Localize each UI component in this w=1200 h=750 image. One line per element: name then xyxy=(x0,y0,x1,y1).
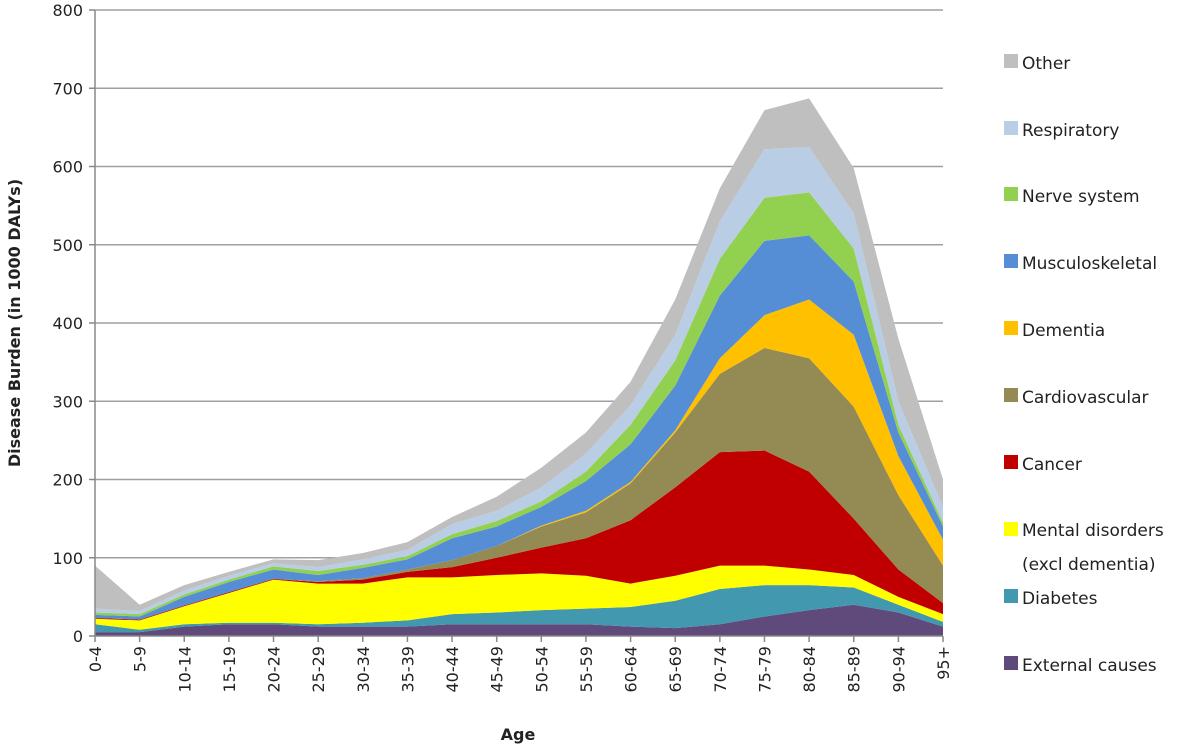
area-cancer xyxy=(95,450,943,621)
area-musculoskeletal xyxy=(95,235,943,620)
x-tick-label: 50-54 xyxy=(532,646,551,693)
x-tick-label: 90-94 xyxy=(889,646,908,693)
x-tick-label: 60-64 xyxy=(622,646,641,693)
legend-swatch xyxy=(1004,589,1018,603)
legend-label: External causes xyxy=(1022,656,1157,676)
legend-label: Dementia xyxy=(1022,321,1105,341)
legend-label: Diabetes xyxy=(1022,589,1098,609)
x-tick-label: 25-29 xyxy=(309,646,328,693)
legend-swatch xyxy=(1004,121,1018,135)
legend-item: Dementia xyxy=(1004,321,1105,341)
x-tick-label: 30-34 xyxy=(354,646,373,693)
x-tick-label: 35-39 xyxy=(398,646,417,693)
x-tick-label: 15-19 xyxy=(220,646,239,693)
legend-swatch xyxy=(1004,187,1018,201)
x-tick-label: 0-4 xyxy=(86,646,105,672)
y-tick-label: 600 xyxy=(52,158,83,177)
legend-label: Cardiovascular xyxy=(1022,388,1148,408)
legend-swatch xyxy=(1004,388,1018,402)
x-tick-label: 70-74 xyxy=(711,646,730,693)
x-axis-label: Age xyxy=(501,725,536,744)
legend-label: Other xyxy=(1022,54,1070,74)
x-tick-label: 95+ xyxy=(934,646,953,680)
x-tick-label: 65-69 xyxy=(666,646,685,693)
y-tick-label: 500 xyxy=(52,236,83,255)
y-tick-label: 400 xyxy=(52,314,83,333)
x-tick-label: 20-24 xyxy=(265,646,284,693)
x-tick-label: 85-89 xyxy=(845,646,864,693)
x-tick-label: 55-59 xyxy=(577,646,596,693)
legend-item: Diabetes xyxy=(1004,589,1098,609)
y-tick-label: 300 xyxy=(52,392,83,411)
area-diabetes xyxy=(95,585,943,633)
x-tick-label: 80-84 xyxy=(800,646,819,693)
legend-item: Respiratory xyxy=(1004,121,1119,141)
legend-label: Musculoskeletal xyxy=(1022,254,1157,274)
legend: Other Respiratory Nerve system Musculoskele… xyxy=(1004,54,1164,676)
y-tick-label: 800 xyxy=(52,1,83,20)
area-series xyxy=(95,98,943,636)
legend-item: Mental disorders (excl dementia) xyxy=(1004,521,1164,575)
gridlines xyxy=(95,9,943,559)
x-tick-label: 5-9 xyxy=(131,646,150,672)
legend-swatch xyxy=(1004,321,1018,335)
area-cardiovascular xyxy=(95,348,943,620)
y-tick-label: 100 xyxy=(52,549,83,568)
y-tick-label: 200 xyxy=(52,471,83,490)
legend-item: Nerve system xyxy=(1004,187,1140,207)
legend-swatch xyxy=(1004,522,1018,536)
legend-swatch xyxy=(1004,455,1018,469)
legend-item: Other xyxy=(1004,54,1070,74)
legend-swatch xyxy=(1004,656,1018,670)
legend-label: Cancer xyxy=(1022,455,1082,475)
axes xyxy=(89,9,944,642)
legend-item: Cancer xyxy=(1004,455,1082,475)
legend-swatch xyxy=(1004,54,1018,68)
legend-label: Mental disorders xyxy=(1022,521,1164,541)
x-tick-label: 40-44 xyxy=(443,646,462,693)
legend-swatch xyxy=(1004,254,1018,268)
x-tick-label: 45-49 xyxy=(488,646,507,693)
legend-label: Respiratory xyxy=(1022,121,1119,141)
area-mental-disorders-excl-dementia xyxy=(95,565,943,630)
legend-item: Musculoskeletal xyxy=(1004,254,1157,274)
y-tick-labels: 0 100 200 300 400 500 600 700 800 xyxy=(52,1,83,646)
x-tick-labels: 0-4 5-9 10-14 15-19 20-24 25-29 30-34 35-39 40-4… xyxy=(86,646,953,693)
y-tick-label: 0 xyxy=(73,627,83,646)
y-axis-label: Disease Burden (in 1000 DALYs) xyxy=(5,179,24,467)
x-tick-label: 10-14 xyxy=(175,646,194,693)
area-external-causes xyxy=(95,604,943,636)
legend-item: Cardiovascular xyxy=(1004,388,1148,408)
x-tick-label: 75-79 xyxy=(755,646,774,693)
legend-label: (excl dementia) xyxy=(1022,555,1156,575)
legend-label: Nerve system xyxy=(1022,187,1140,207)
y-tick-label: 700 xyxy=(52,79,83,98)
legend-item: External causes xyxy=(1004,656,1157,676)
